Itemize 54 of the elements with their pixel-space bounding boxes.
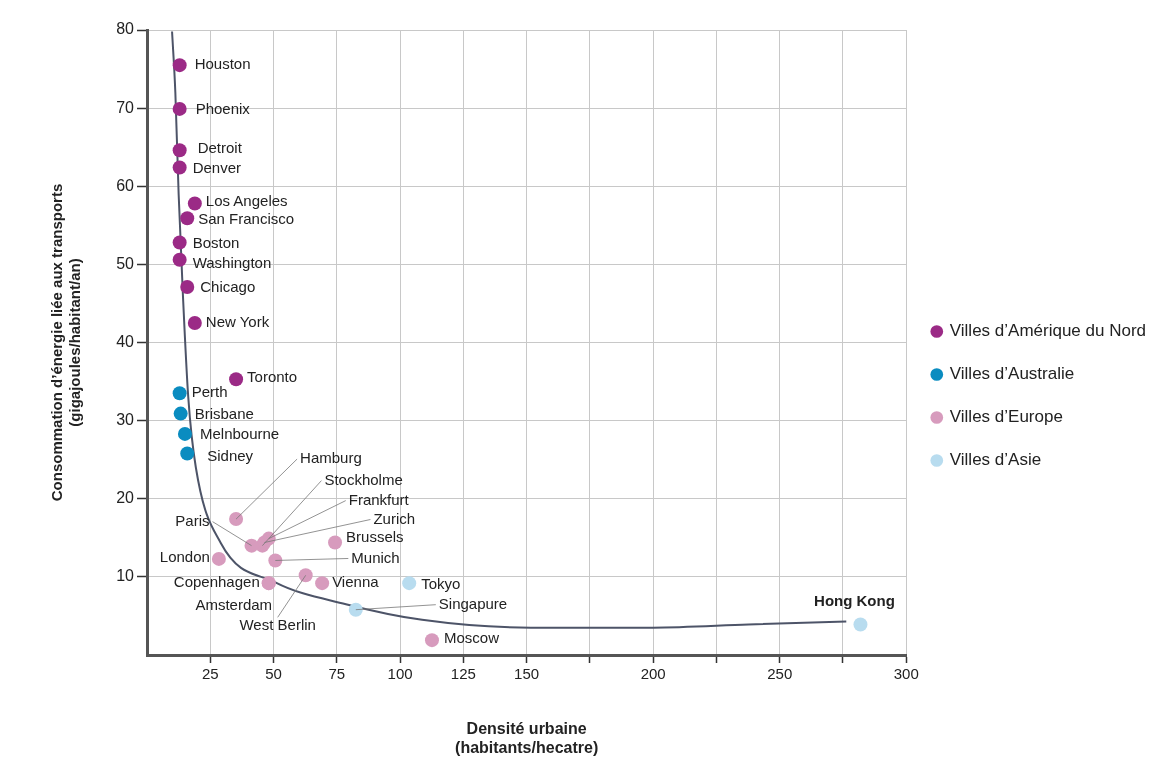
y-tick-label: 80 (116, 20, 135, 38)
annotation: Tokyo (421, 575, 461, 593)
y-tick-label: 40 (116, 332, 135, 350)
x-tick-label: 25 (201, 665, 219, 683)
y-tick-label: 60 (116, 176, 135, 194)
annotation: Phoenix (195, 100, 251, 118)
annotation: Munich (351, 548, 400, 566)
annotation: Denver (192, 158, 242, 176)
x-tick-label: 300 (893, 665, 919, 683)
annotation: Boston (192, 233, 240, 251)
annotation: Stockholme (324, 470, 403, 488)
y-tick-label: 30 (116, 411, 135, 429)
annotation: Hamburg (300, 449, 362, 467)
x-tick-label: 125 (450, 665, 476, 683)
x-tick-label: 250 (767, 665, 793, 683)
annotation: Melnbourne (199, 425, 280, 443)
annotation: San Francisco (198, 210, 295, 228)
legend-label: Villes d’Australie (949, 364, 1075, 384)
x-axis-title: Densité urbaine (habitants/hecatre) (455, 719, 599, 756)
annotation: Toronto (247, 368, 298, 386)
annotation: Copenhagen (173, 573, 260, 591)
legend-label: Villes d’Amérique du Nord (949, 321, 1146, 341)
y-tick-label: 50 (116, 254, 135, 272)
annotation: Zurich (373, 509, 416, 527)
annotation: Singapure (438, 594, 508, 612)
legend-label: Villes d’Asie (949, 450, 1042, 470)
annotation: Houston (194, 55, 251, 73)
annotation: Frankfurt (348, 490, 410, 508)
annotation: Perth (191, 383, 228, 401)
legend-label: Villes d’Europe (949, 407, 1063, 427)
annotation: Detroit (197, 139, 243, 157)
y-tick-label: 70 (116, 98, 135, 116)
y-axis-title: Consommation d’énergie liée aux transports (gigajoules/habitant/an) (48, 183, 84, 502)
y-tick-label: 10 (116, 567, 135, 585)
x-tick-label: 75 (328, 665, 346, 683)
x-tick-label: 200 (640, 665, 666, 683)
y-tick-label: 20 (116, 489, 135, 507)
annotation: Chicago (200, 278, 256, 296)
annotation: Washington (192, 253, 272, 271)
annotation: Sidney (207, 446, 254, 464)
annotation: Moscow (443, 629, 500, 647)
annotation: Hong Kong (814, 591, 895, 609)
annotation: West Berlin (239, 616, 316, 634)
annotation: Los Angeles (205, 191, 288, 209)
annotation: Amsterdam (195, 596, 273, 614)
annotation: Brisbane (194, 404, 254, 422)
x-tick-label: 100 (387, 665, 413, 683)
x-tick-label: 150 (514, 665, 540, 683)
annotation: Paris (175, 511, 210, 529)
annotation: Brussels (346, 527, 404, 545)
x-tick-label: 50 (265, 665, 282, 683)
annotation: Vienna (332, 573, 380, 591)
annotation: New York (205, 313, 270, 331)
annotation: London (159, 548, 210, 566)
